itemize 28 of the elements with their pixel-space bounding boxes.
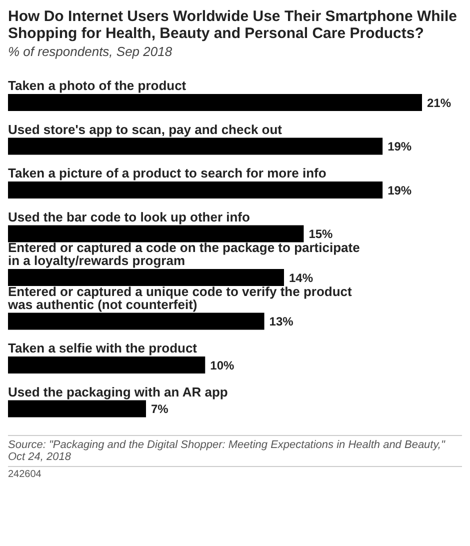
- y-tick-label: Entered or captured a code on the package to participate in a loyalty/rewards program: [8, 240, 360, 268]
- bar: [8, 182, 383, 198]
- bar: [8, 312, 264, 330]
- y-tick-label: Used the bar code to look up other info: [8, 209, 250, 224]
- data-label: 19%: [388, 140, 412, 154]
- data-label: 21%: [427, 96, 452, 110]
- data-label: 19%: [388, 183, 412, 198]
- y-tick-label: Taken a photo of the product: [8, 78, 187, 93]
- data-label: 15%: [308, 227, 334, 242]
- data-label: 7%: [151, 402, 169, 416]
- y-tick-label: Taken a selfie with the product: [8, 340, 198, 356]
- y-tick-label: Used the packaging with an AR app: [8, 384, 228, 400]
- bar: [8, 269, 284, 286]
- y-tick-label: Taken a picture of a product to search for more info: [8, 166, 326, 180]
- text: 242604: [8, 466, 462, 480]
- bar: [8, 225, 304, 242]
- source-note: Source: "Packaging and the Digital Shopper: Meeting Expectations in Health and Beauty," Oct 24, 2018: [8, 435, 462, 463]
- data-label: 13%: [269, 314, 294, 329]
- data-label: 10%: [210, 358, 234, 372]
- bar: [8, 400, 146, 418]
- y-tick-label: Entered or captured a unique code to verify the product was authentic (not counterfeit): [7, 284, 352, 312]
- bar: [8, 94, 422, 111]
- chart-subtitle: % of respondents, Sep 2018: [8, 44, 174, 59]
- chart-title: How Do Internet Users Worldwide Use Their Smartphone While Shopping for Health, Beauty and Personal Care Products?: [8, 8, 458, 42]
- bar: [8, 138, 383, 155]
- bar: [8, 356, 206, 374]
- data-label: 14%: [289, 270, 314, 285]
- y-tick-label: Used store's app to scan, pay and check out: [8, 122, 283, 137]
